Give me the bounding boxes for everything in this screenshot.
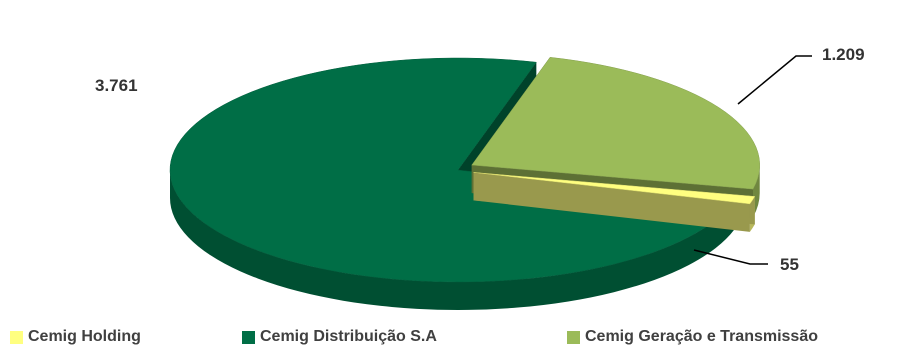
legend-label-geracao: Cemig Geração e Transmissão xyxy=(585,328,818,345)
legend-item-holding: Cemig Holding xyxy=(10,328,242,346)
legend-item-distribuicao: Cemig Distribuição S.A xyxy=(242,328,567,346)
legend-item-geracao: Cemig Geração e Transmissão xyxy=(567,328,818,346)
pie-slices xyxy=(169,57,760,310)
legend-swatch-geracao xyxy=(567,330,580,344)
pie-slice-holding xyxy=(473,172,756,232)
legend-label-distribuicao: Cemig Distribuição S.A xyxy=(260,328,437,345)
data-label-holding: 55 xyxy=(780,255,799,274)
data-label-distribuicao: 3.761 xyxy=(95,76,138,95)
leader-line-geracao xyxy=(737,55,812,105)
pie-slice-top-holding xyxy=(473,172,756,205)
pie-slice-top-geracao xyxy=(471,57,760,190)
legend: Cemig Holding Cemig Distribuição S.A Cem… xyxy=(0,325,914,349)
legend-swatch-distribuicao xyxy=(242,330,255,344)
legend-label-holding: Cemig Holding xyxy=(28,328,141,345)
legend-swatch-holding xyxy=(10,330,23,344)
data-label-geracao: 1.209 xyxy=(822,45,865,64)
pie-plot-area: 55 1.209 3.761 xyxy=(95,45,865,310)
leader-line-holding xyxy=(693,249,768,265)
pie-slice-top-distribuicao xyxy=(169,57,735,283)
